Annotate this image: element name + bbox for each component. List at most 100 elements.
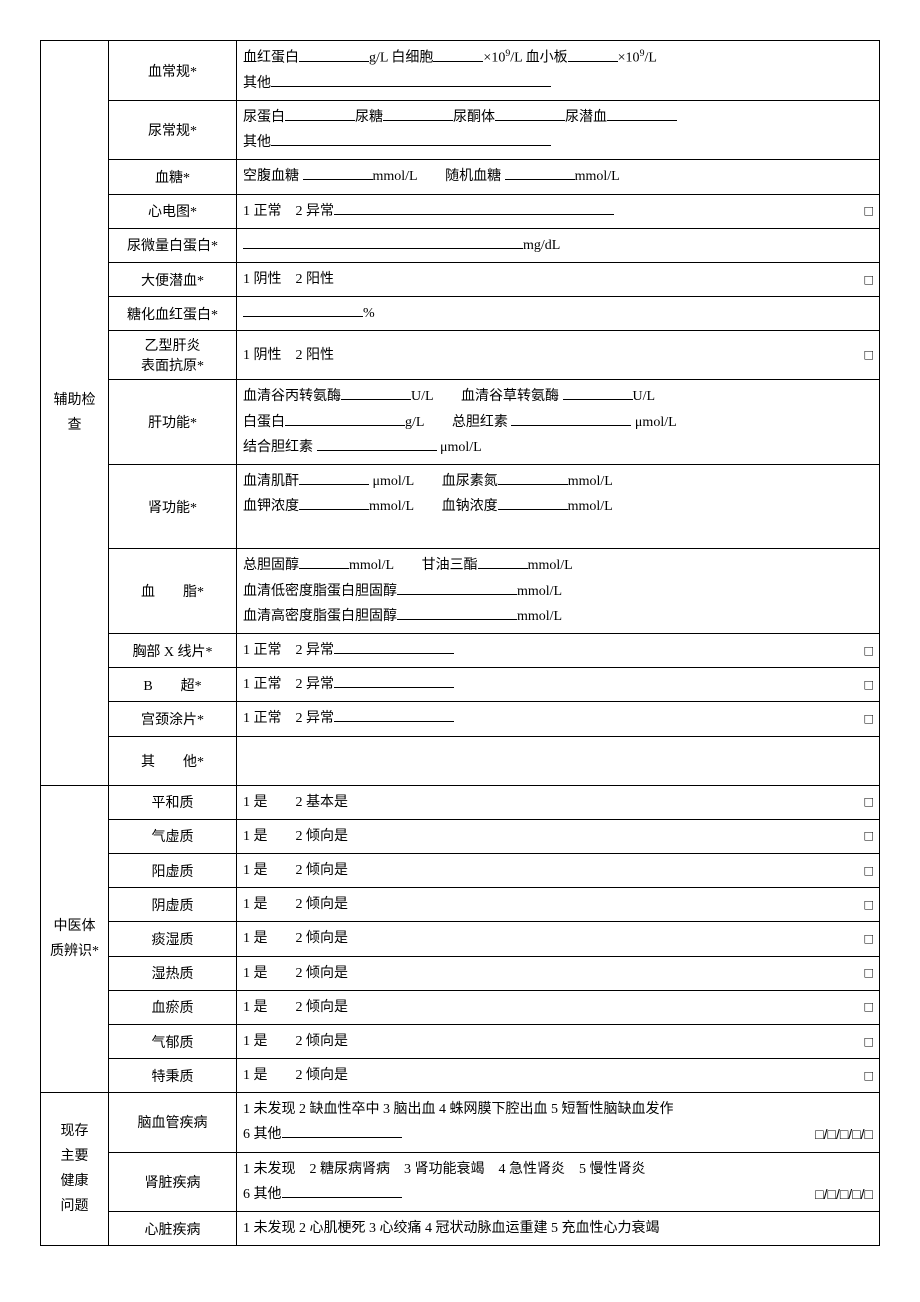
cell-tebing[interactable]: 1 是 2 倾向是□ [237, 1059, 880, 1093]
checkbox-renal[interactable]: □/□/□/□/□ [815, 1182, 873, 1207]
text: 血红蛋白 [243, 51, 299, 66]
row-label-kidney: 肾功能* [109, 464, 237, 549]
cell-other[interactable] [237, 736, 880, 785]
text: 6 其他 [243, 1127, 282, 1142]
cell-chest-x[interactable]: 1 正常 2 异常 □ [237, 634, 880, 668]
cell-shire[interactable]: 1 是 2 倾向是 □ [237, 956, 880, 990]
checkbox-ecg[interactable]: □ [865, 199, 873, 224]
cell-malb[interactable]: mg/dL [237, 228, 880, 262]
row-label-heart: 心脏疾病 [109, 1212, 237, 1246]
checkbox-cervical[interactable]: □ [865, 706, 873, 731]
text: % [363, 306, 375, 321]
text: 2 异常 [296, 711, 335, 726]
text: 血清谷草转氨酶 [461, 389, 559, 404]
cell-kidney[interactable]: 血清肌酐 μmol/L 血尿素氮mmol/L 血钾浓度mmol/L 血钠浓度mm… [237, 464, 880, 549]
text: 其他 [243, 135, 271, 150]
checkbox-yinxu[interactable]: □ [865, 892, 873, 917]
text: mmol/L [568, 499, 613, 514]
cell-cerebro[interactable]: 1 未发现 2 缺血性卒中 3 脑出血 4 蛛网膜下腔出血 5 短暂性脑缺血发作… [237, 1093, 880, 1152]
row-label-pinghe: 平和质 [109, 785, 237, 819]
cell-heart[interactable]: 1 未发现 2 心肌梗死 3 心绞痛 4 冠状动脉血运重建 5 充血性心力衰竭 [237, 1212, 880, 1246]
row-label-cerebro: 脑血管疾病 [109, 1093, 237, 1152]
checkbox-qixu[interactable]: □ [865, 824, 873, 849]
checkbox-qiyu[interactable]: □ [865, 1029, 873, 1054]
text: 2 阳性 [296, 272, 335, 287]
row-label-urine-routine: 尿常规* [109, 101, 237, 160]
checkbox-chest-x[interactable]: □ [865, 638, 873, 663]
checkbox-pinghe[interactable]: □ [865, 790, 873, 815]
cell-renal[interactable]: 1 未发现 2 糖尿病肾病 3 肾功能衰竭 4 急性肾炎 5 慢性肾炎 6 其他… [237, 1152, 880, 1211]
text: μmol/L [635, 415, 677, 430]
row-label-chest-x: 胸部 X 线片* [109, 634, 237, 668]
checkbox-yangxu[interactable]: □ [865, 858, 873, 883]
row-label-qiyu: 气郁质 [109, 1024, 237, 1058]
cell-ecg[interactable]: 1 正常 2 异常 □ [237, 194, 880, 228]
section-aux-exam: 辅助检查 [41, 41, 109, 786]
text: mmol/L [528, 558, 573, 573]
cell-liver[interactable]: 血清谷丙转氨酶U/L 血清谷草转氨酶 U/L 白蛋白g/L 总胆红素 μmol/… [237, 380, 880, 465]
checkbox-cerebro[interactable]: □/□/□/□/□ [815, 1122, 873, 1147]
checkbox-hbsag[interactable]: □ [865, 343, 873, 368]
text: 2 异常 [296, 643, 335, 658]
row-label-tebing: 特秉质 [109, 1059, 237, 1093]
row-label-yangxu: 阳虚质 [109, 853, 237, 887]
row-label-yinxu: 阴虚质 [109, 888, 237, 922]
text: ×10 [618, 51, 640, 66]
text: 2 异常 [296, 204, 335, 219]
row-label-malb: 尿微量白蛋白* [109, 228, 237, 262]
text: 1 是 [243, 897, 268, 912]
text: mmol/L [517, 609, 562, 624]
row-label-xueyu: 血瘀质 [109, 990, 237, 1024]
text: 总胆红素 [452, 415, 508, 430]
text: 1 是 [243, 829, 268, 844]
cell-lipid[interactable]: 总胆固醇mmol/L 甘油三酯mmol/L 血清低密度脂蛋白胆固醇mmol/L … [237, 549, 880, 634]
row-label-lipid: 血 脂* [109, 549, 237, 634]
text: 血清低密度脂蛋白胆固醇 [243, 584, 397, 599]
row-label-bultrasound: B 超* [109, 668, 237, 702]
checkbox-tanshi[interactable]: □ [865, 926, 873, 951]
text: 1 正常 [243, 204, 282, 219]
text: 1 是 [243, 1068, 268, 1083]
text: 1 是 [243, 1000, 268, 1015]
cell-urine-routine[interactable]: 尿蛋白尿糖尿酮体尿潜血 其他 [237, 101, 880, 160]
cell-yinxu[interactable]: 1 是 2 倾向是 □ [237, 888, 880, 922]
text: 尿蛋白 [243, 110, 285, 125]
cell-yangxu[interactable]: 1 是 2 倾向是 □ [237, 853, 880, 887]
text: 1 是 [243, 966, 268, 981]
text: 2 倾向是 [296, 897, 349, 912]
text: 2 倾向是 [296, 863, 349, 878]
row-label-other: 其 他* [109, 736, 237, 785]
text: 1 阴性 [243, 348, 282, 363]
cell-blood-sugar[interactable]: 空腹血糖 mmol/L 随机血糖 mmol/L [237, 160, 880, 194]
checkbox-stool[interactable]: □ [865, 267, 873, 292]
text: 尿糖 [355, 110, 383, 125]
cell-pinghe[interactable]: 1 是 2 基本是□ [237, 785, 880, 819]
text: 2 倾向是 [296, 966, 349, 981]
text: 2 异常 [296, 677, 335, 692]
row-label-shire: 湿热质 [109, 956, 237, 990]
text: 尿酮体 [453, 110, 495, 125]
cell-tanshi[interactable]: 1 是 2 倾向是□ [237, 922, 880, 956]
text: 1 未发现 2 心肌梗死 3 心绞痛 4 冠状动脉血运重建 5 充血性心力衰竭 [243, 1221, 660, 1236]
text: 1 是 [243, 863, 268, 878]
cell-bultrasound[interactable]: 1 正常 2 异常 □ [237, 668, 880, 702]
row-label-tanshi: 痰湿质 [109, 922, 237, 956]
checkbox-tebing[interactable]: □ [865, 1063, 873, 1088]
cell-stool[interactable]: 1 阴性 2 阳性 □ [237, 262, 880, 296]
cell-hba1c[interactable]: % [237, 297, 880, 331]
text: 白蛋白 [243, 415, 285, 430]
checkbox-xueyu[interactable]: □ [865, 995, 873, 1020]
cell-xueyu[interactable]: 1 是 2 倾向是□ [237, 990, 880, 1024]
checkbox-shire[interactable]: □ [865, 961, 873, 986]
cell-qiyu[interactable]: 1 是 2 倾向是□ [237, 1024, 880, 1058]
text: 血清谷丙转氨酶 [243, 389, 341, 404]
checkbox-bultrasound[interactable]: □ [865, 672, 873, 697]
text: U/L [411, 389, 433, 404]
cell-blood-routine[interactable]: 血红蛋白g/L 白细胞×109/L 血小板×109/L 其他 [237, 41, 880, 101]
text: 2 倾向是 [296, 829, 349, 844]
cell-cervical[interactable]: 1 正常 2 异常 □ [237, 702, 880, 736]
cell-hbsag[interactable]: 1 阴性 2 阳性 □ [237, 331, 880, 380]
cell-qixu[interactable]: 1 是 2 倾向是 □ [237, 819, 880, 853]
text: mmol/L [575, 169, 620, 184]
text: 6 其他 [243, 1187, 282, 1202]
